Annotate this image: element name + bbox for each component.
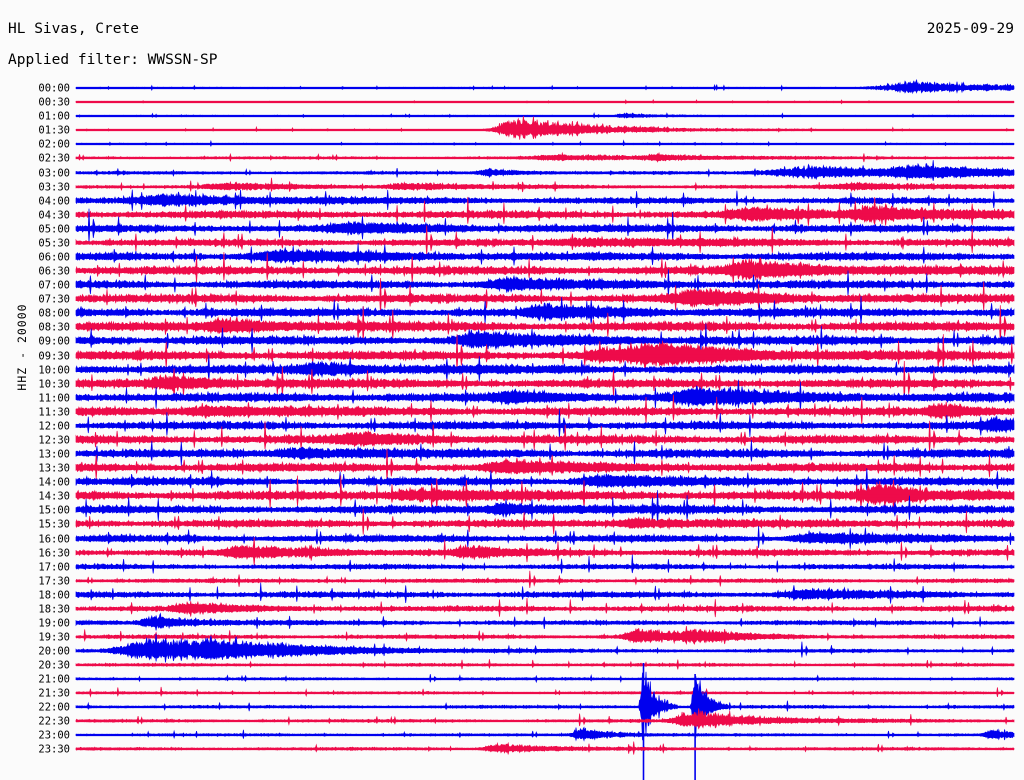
time-tick-label: 18:30: [38, 604, 70, 616]
time-tick-label: 05:00: [38, 224, 70, 236]
time-tick-label: 00:00: [38, 83, 70, 95]
time-tick-label: 07:00: [38, 280, 70, 292]
trace-row: [75, 196, 1015, 226]
time-tick-label: 12:30: [38, 435, 70, 447]
time-tick-label: 00:30: [38, 97, 70, 109]
time-tick-label: 22:30: [38, 716, 70, 728]
time-tick-label: 06:00: [38, 252, 70, 264]
trace-row: [75, 508, 1015, 535]
trace-row: [75, 225, 1015, 256]
trace-row: [75, 468, 1015, 493]
time-tick-label: 10:00: [38, 365, 70, 377]
time-tick-label: 19:30: [38, 632, 70, 644]
trace-row: [75, 115, 1015, 140]
time-tick-label: 08:30: [38, 322, 70, 334]
trace-row: [75, 554, 1015, 574]
trace-row: [75, 177, 1015, 193]
time-tick-label: 13:00: [38, 449, 70, 461]
time-tick-label: 14:00: [38, 477, 70, 489]
time-tick-label: 16:30: [38, 548, 70, 560]
time-tick-label: 15:00: [38, 505, 70, 517]
time-axis-ticks: 00:00 00:30 01:00 01:30 02:00 02:30 03:00 03:30…: [38, 83, 70, 756]
time-tick-label: 21:30: [38, 688, 70, 700]
time-tick-label: 20:00: [38, 646, 70, 658]
time-tick-label: 04:00: [38, 196, 70, 208]
time-tick-label: 03:00: [38, 168, 70, 180]
seismic-traces: [75, 79, 1015, 780]
time-tick-label: 14:30: [38, 491, 70, 503]
time-tick-label: 21:00: [38, 674, 70, 686]
time-tick-label: 12:00: [38, 421, 70, 433]
time-tick-label: 10:30: [38, 379, 70, 391]
trace-row: [75, 334, 1015, 373]
time-tick-label: 17:00: [38, 562, 70, 574]
trace-row: [75, 475, 1015, 510]
trace-row: [75, 79, 1015, 95]
time-tick-label: 02:30: [38, 153, 70, 165]
time-tick-label: 11:00: [38, 393, 70, 405]
trace-row: [75, 448, 1015, 482]
time-tick-label: 04:30: [38, 210, 70, 222]
trace-row: [75, 277, 1015, 314]
time-tick-label: 15:30: [38, 519, 70, 531]
time-tick-label: 16:00: [38, 534, 70, 546]
trace-row: [75, 408, 1015, 438]
time-tick-label: 23:00: [38, 730, 70, 742]
trace-row: [75, 394, 1015, 425]
time-tick-label: 22:00: [38, 702, 70, 714]
trace-row: [75, 305, 1015, 343]
time-tick-label: 01:30: [38, 125, 70, 137]
trace-row: [75, 597, 1015, 618]
trace-row: [75, 242, 1015, 266]
record-date: 2025-09-29: [926, 21, 1014, 37]
trace-row: [75, 537, 1015, 566]
time-tick-label: 19:00: [38, 618, 70, 630]
trace-row: [75, 323, 1015, 355]
trace-row: [75, 160, 1015, 181]
trace-row: [75, 208, 1015, 244]
trace-row: [75, 269, 1015, 297]
time-tick-label: 11:30: [38, 407, 70, 419]
trace-row: [75, 570, 1015, 589]
time-tick-label: 17:30: [38, 576, 70, 588]
trace-row: [75, 360, 1015, 400]
time-tick-label: 05:30: [38, 238, 70, 250]
time-tick-label: 06:30: [38, 266, 70, 278]
time-tick-label: 01:00: [38, 111, 70, 123]
trace-row: [75, 582, 1015, 604]
trace-row: [75, 420, 1015, 454]
time-tick-label: 20:30: [38, 660, 70, 672]
trace-row: [75, 296, 1015, 326]
time-tick-label: 07:30: [38, 294, 70, 306]
time-tick-label: 08:00: [38, 308, 70, 320]
time-tick-label: 02:00: [38, 139, 70, 151]
page-title: HL Sivas, Crete: [8, 21, 139, 37]
time-tick-label: 09:30: [38, 351, 70, 363]
trace-row: [75, 354, 1015, 382]
trace-row: [75, 252, 1015, 284]
trace-row: [75, 490, 1015, 526]
time-tick-label: 03:30: [38, 182, 70, 194]
time-tick-label: 18:00: [38, 590, 70, 602]
trace-row: [75, 708, 1015, 730]
applied-filter-label: Applied filter: WWSSN-SP: [8, 52, 218, 68]
time-tick-label: 13:30: [38, 463, 70, 475]
time-tick-label: 09:00: [38, 336, 70, 348]
trace-row: [75, 379, 1015, 412]
trace-row: [75, 525, 1015, 549]
time-tick-label: 23:30: [38, 744, 70, 756]
